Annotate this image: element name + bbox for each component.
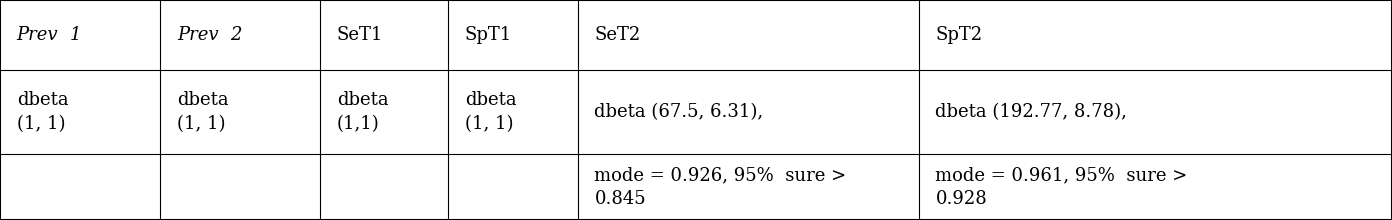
Text: dbeta (67.5, 6.31),: dbeta (67.5, 6.31), bbox=[594, 103, 763, 121]
Text: SpT2: SpT2 bbox=[935, 26, 983, 44]
Text: SeT2: SeT2 bbox=[594, 26, 640, 44]
Text: 2: 2 bbox=[230, 26, 241, 44]
Text: dbeta
(1, 1): dbeta (1, 1) bbox=[465, 91, 516, 133]
Text: SpT1: SpT1 bbox=[465, 26, 512, 44]
Text: mode = 0.961, 95%  sure >
0.928: mode = 0.961, 95% sure > 0.928 bbox=[935, 166, 1187, 208]
Text: Prev: Prev bbox=[17, 26, 58, 44]
Text: Prev: Prev bbox=[177, 26, 219, 44]
Text: mode = 0.926, 95%  sure >
0.845: mode = 0.926, 95% sure > 0.845 bbox=[594, 166, 846, 208]
Text: dbeta
(1, 1): dbeta (1, 1) bbox=[177, 91, 228, 133]
Text: dbeta
(1,1): dbeta (1,1) bbox=[337, 91, 388, 133]
Text: SeT1: SeT1 bbox=[337, 26, 383, 44]
Text: dbeta (192.77, 8.78),: dbeta (192.77, 8.78), bbox=[935, 103, 1128, 121]
Text: dbeta
(1, 1): dbeta (1, 1) bbox=[17, 91, 68, 133]
Text: 1: 1 bbox=[70, 26, 81, 44]
